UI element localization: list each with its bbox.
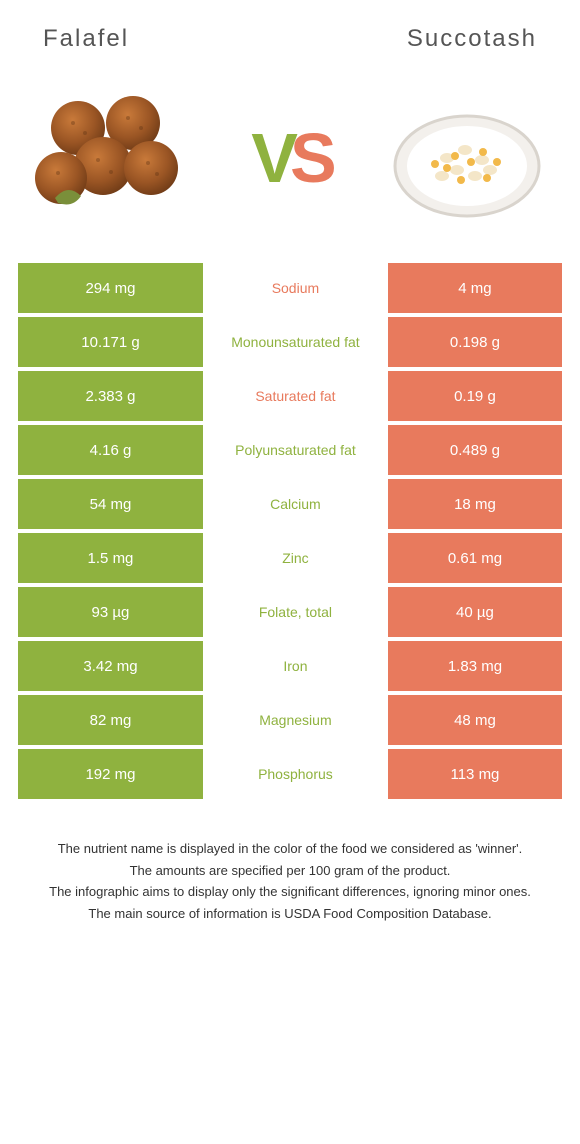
- footer-notes: The nutrient name is displayed in the co…: [18, 839, 562, 923]
- right-value: 18 mg: [388, 479, 562, 529]
- footer-line: The nutrient name is displayed in the co…: [28, 839, 552, 859]
- left-value: 10.171 g: [18, 317, 203, 367]
- falafel-icon: [33, 88, 193, 228]
- nutrient-label: Sodium: [203, 263, 388, 313]
- footer-line: The infographic aims to display only the…: [28, 882, 552, 902]
- nutrient-label: Folate, total: [203, 587, 388, 637]
- title-right: Succotash: [407, 25, 537, 53]
- left-value: 1.5 mg: [18, 533, 203, 583]
- nutrient-label: Calcium: [203, 479, 388, 529]
- nutrient-label: Polyunsaturated fat: [203, 425, 388, 475]
- vs-v: V: [251, 119, 290, 197]
- nutrient-label: Zinc: [203, 533, 388, 583]
- falafel-image: [28, 83, 198, 233]
- right-value: 0.61 mg: [388, 533, 562, 583]
- nutrient-label: Magnesium: [203, 695, 388, 745]
- footer-line: The main source of information is USDA F…: [28, 904, 552, 924]
- right-value: 0.198 g: [388, 317, 562, 367]
- left-value: 3.42 mg: [18, 641, 203, 691]
- hero-row: VS: [18, 73, 562, 263]
- left-value: 82 mg: [18, 695, 203, 745]
- left-value: 4.16 g: [18, 425, 203, 475]
- nutrient-label: Iron: [203, 641, 388, 691]
- right-value: 0.19 g: [388, 371, 562, 421]
- left-value: 294 mg: [18, 263, 203, 313]
- table-row: 1.5 mgZinc0.61 mg: [18, 533, 562, 583]
- footer-line: The amounts are specified per 100 gram o…: [28, 861, 552, 881]
- nutrient-label: Phosphorus: [203, 749, 388, 799]
- infographic-container: Falafel Succotash: [0, 0, 580, 950]
- table-row: 54 mgCalcium18 mg: [18, 479, 562, 529]
- left-value: 54 mg: [18, 479, 203, 529]
- table-row: 294 mgSodium4 mg: [18, 263, 562, 313]
- table-row: 10.171 gMonounsaturated fat0.198 g: [18, 317, 562, 367]
- table-row: 192 mgPhosphorus113 mg: [18, 749, 562, 799]
- succotash-image: [382, 83, 552, 233]
- right-value: 48 mg: [388, 695, 562, 745]
- right-value: 40 µg: [388, 587, 562, 637]
- left-value: 93 µg: [18, 587, 203, 637]
- left-value: 2.383 g: [18, 371, 203, 421]
- table-row: 4.16 gPolyunsaturated fat0.489 g: [18, 425, 562, 475]
- vs-s: S: [290, 119, 329, 197]
- left-value: 192 mg: [18, 749, 203, 799]
- nutrient-label: Monounsaturated fat: [203, 317, 388, 367]
- title-left: Falafel: [43, 25, 129, 53]
- right-value: 0.489 g: [388, 425, 562, 475]
- right-value: 4 mg: [388, 263, 562, 313]
- table-row: 3.42 mgIron1.83 mg: [18, 641, 562, 691]
- comparison-table: 294 mgSodium4 mg10.171 gMonounsaturated …: [18, 263, 562, 799]
- header-titles: Falafel Succotash: [18, 25, 562, 53]
- table-row: 93 µgFolate, total40 µg: [18, 587, 562, 637]
- nutrient-label: Saturated fat: [203, 371, 388, 421]
- table-row: 2.383 gSaturated fat0.19 g: [18, 371, 562, 421]
- succotash-icon: [387, 88, 547, 228]
- right-value: 113 mg: [388, 749, 562, 799]
- vs-label: VS: [251, 118, 328, 198]
- right-value: 1.83 mg: [388, 641, 562, 691]
- table-row: 82 mgMagnesium48 mg: [18, 695, 562, 745]
